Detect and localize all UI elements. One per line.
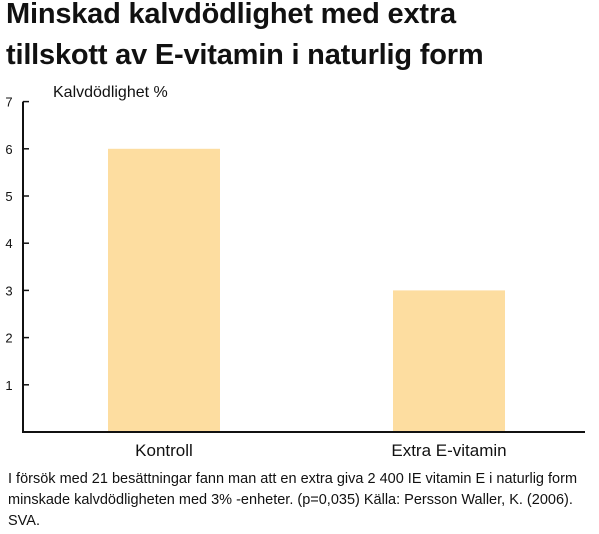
chart-caption: I försök med 21 besättningar fann man at… bbox=[8, 471, 578, 529]
chart-title-line-1: Minskad kalvdödlighet med extra bbox=[6, 0, 456, 30]
bar-extra-e-vitamin bbox=[393, 290, 505, 432]
bar-kontroll bbox=[108, 148, 220, 433]
x-tick-label: Extra E-vitamin bbox=[391, 441, 506, 460]
bar-chart: Kontroll Extra E-vitamin 1 2 3 4 5 6 7 Kalvdödlig… bbox=[5, 84, 585, 460]
y-tick-label: 6 bbox=[5, 142, 12, 157]
y-tick-label: 2 bbox=[5, 331, 12, 346]
y-axis-label: Kalvdödlighet % bbox=[53, 84, 168, 101]
y-tick-label: 4 bbox=[5, 236, 12, 251]
y-tick-label: 1 bbox=[5, 378, 12, 393]
y-tick-label: 5 bbox=[5, 189, 12, 204]
y-tick-label: 3 bbox=[5, 283, 12, 298]
x-tick-label: Kontroll bbox=[135, 441, 193, 460]
y-tick-label: 7 bbox=[5, 95, 12, 110]
chart-title: Minskad kalvdödlighet med extra tillskot… bbox=[6, 0, 596, 76]
chart-title-line-2: tillskott av E-vitamin i naturlig form bbox=[6, 39, 484, 71]
